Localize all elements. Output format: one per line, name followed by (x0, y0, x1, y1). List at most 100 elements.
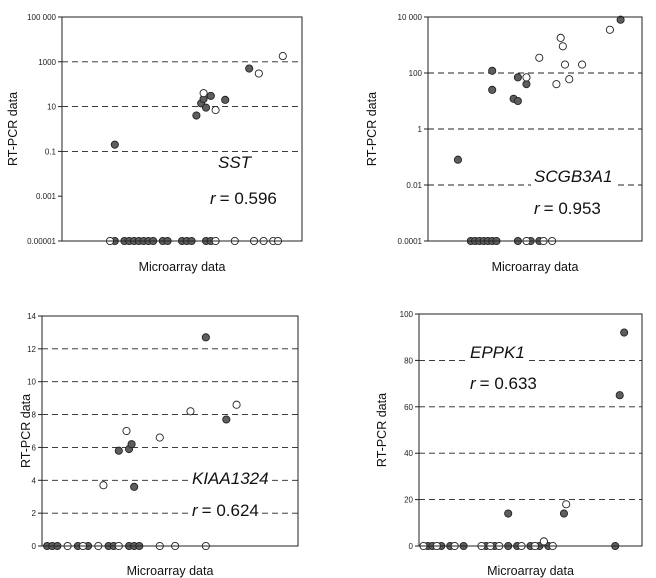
y-tick-label: 0.1 (45, 147, 57, 156)
data-point-open (522, 73, 531, 82)
correlation-symbol: r (470, 374, 477, 393)
data-point-open (122, 426, 131, 436)
data-point-filled (114, 446, 123, 455)
y-tick-label: 8 (32, 411, 37, 420)
gene-label: EPPK1 (470, 343, 525, 362)
data-point-filled (130, 482, 139, 491)
y-tick-label: 0 (32, 542, 37, 551)
data-point-open (605, 25, 614, 34)
y-tick-label: 100 000 (27, 13, 56, 22)
data-point-filled (453, 155, 463, 164)
data-points (105, 52, 287, 246)
data-point-filled (201, 333, 210, 342)
data-point-open (186, 407, 195, 416)
y-axis-label: RT-PCR data (19, 394, 33, 468)
data-point-filled (488, 66, 497, 75)
data-point-filled (127, 440, 136, 449)
correlation-label: r = 0.953 (534, 199, 601, 218)
data-point-open (539, 537, 548, 546)
label-background (531, 198, 604, 219)
x-axis-label: Microarray data (139, 260, 226, 274)
data-point-filled (513, 73, 522, 82)
x-axis-label: Microarray data (492, 260, 579, 274)
label-background (467, 373, 540, 394)
data-point-filled (222, 415, 231, 424)
data-point-filled (245, 64, 254, 73)
data-point-open (556, 33, 565, 42)
label-background (531, 166, 616, 187)
scatter-panel-kiaa1324: 0 2 4 6 8 10 12 14 KIAA1324 r = 0.624 Microarray da… (19, 312, 299, 578)
y-tick-label: 100 (409, 69, 423, 78)
y-tick-label: 10 (47, 103, 56, 112)
y-tick-label: 14 (27, 312, 36, 321)
correlation-symbol: r (192, 501, 199, 520)
plot-frame (427, 16, 643, 242)
data-point-open (278, 52, 287, 61)
y-tick-label: 10 000 (398, 13, 423, 22)
correlation-label: r = 0.633 (470, 374, 537, 393)
y-tick-label: 2 (32, 509, 37, 518)
data-point-open (560, 60, 570, 69)
data-point-filled (201, 103, 211, 112)
y-tick-label: 60 (404, 403, 413, 412)
correlation-value: = 0.953 (544, 199, 601, 218)
data-point-filled (616, 15, 625, 24)
label-background (189, 468, 272, 489)
y-tick-label: 1 (418, 125, 423, 134)
data-point-open (562, 500, 571, 509)
gene-label: SCGB3A1 (534, 167, 612, 186)
y-tick-label: 100 (400, 310, 414, 319)
data-point-open (232, 400, 241, 409)
data-point-open (552, 80, 561, 89)
x-axis-label: Microarray data (127, 564, 214, 578)
correlation-label: r = 0.624 (192, 501, 259, 520)
label-background (467, 342, 528, 363)
data-point-filled (110, 140, 119, 149)
label-background (207, 188, 280, 209)
data-point-filled (513, 96, 522, 106)
y-tick-label: 0 (409, 542, 414, 551)
y-tick-label: 6 (32, 443, 37, 452)
y-tick-label: 0.0001 (398, 237, 423, 246)
correlation-symbol: r (534, 199, 541, 218)
data-point-filled (488, 85, 497, 94)
correlation-value: = 0.633 (480, 374, 537, 393)
data-point-filled (620, 328, 629, 337)
x-axis-label: Microarray data (487, 564, 574, 578)
plot-frame (41, 315, 299, 547)
y-tick-label: 12 (27, 345, 36, 354)
gene-label: KIAA1324 (192, 469, 269, 488)
label-background (215, 152, 256, 173)
data-point-filled (559, 509, 569, 518)
y-tick-label: 4 (32, 476, 37, 485)
y-tick-label: 80 (404, 356, 413, 365)
correlation-value: = 0.596 (220, 189, 277, 208)
y-tick-label: 0.001 (36, 192, 57, 201)
correlation-value: = 0.624 (202, 501, 259, 520)
y-tick-label: 20 (404, 496, 413, 505)
data-point-open (535, 53, 544, 62)
data-point-filled (615, 391, 624, 400)
y-axis-label: RT-PCR data (375, 393, 389, 467)
data-point-open (211, 106, 220, 115)
plot-frame (418, 313, 643, 547)
gene-label: SST (218, 153, 253, 172)
plot-frame (61, 16, 303, 242)
data-point-open (99, 481, 108, 490)
y-tick-label: 1000 (38, 58, 56, 67)
scatter-panel-eppk1: 0 20 40 60 80 100 EPPK1 r = 0.633 Microarray data… (375, 310, 643, 578)
y-tick-label: 10 (27, 378, 36, 387)
data-point-open (254, 69, 263, 78)
data-point-open (578, 60, 587, 69)
y-axis-label: RT-PCR data (365, 92, 379, 166)
correlation-symbol: r (210, 189, 217, 208)
y-tick-label: 0.01 (406, 181, 422, 190)
data-point-open (155, 433, 164, 442)
data-point-filled (192, 111, 201, 120)
y-tick-label: 40 (404, 449, 413, 458)
y-tick-label: 0.00001 (27, 237, 56, 246)
y-axis-label: RT-PCR data (6, 92, 20, 166)
scatter-panel-scgb3a1: 0.0001 0.01 1 100 10 000 SCGB3A1 r = 0.953 Micro… (365, 13, 643, 274)
correlation-label: r = 0.596 (210, 189, 277, 208)
